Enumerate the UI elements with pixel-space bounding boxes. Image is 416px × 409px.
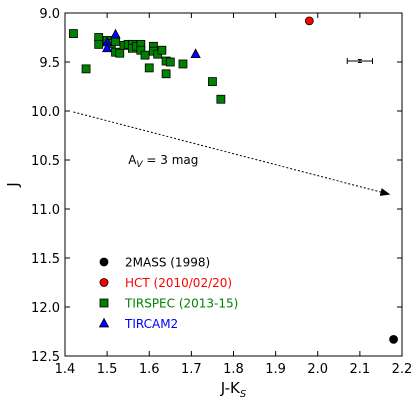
data-point-square	[208, 77, 217, 86]
legend-marker-circle	[99, 278, 109, 287]
x-axis-label: J-KS	[220, 379, 247, 400]
y-tick-label: 12.0	[31, 301, 60, 316]
legend-label: 2MASS (1998)	[125, 256, 210, 270]
data-point-circle	[389, 334, 398, 344]
legend-marker-triangle	[98, 317, 110, 328]
x-tick-label: 1.5	[97, 362, 118, 377]
reddening-vector-label: AV = 3 mag	[128, 153, 198, 170]
reddening-vector-arrow	[73, 111, 391, 196]
x-tick-label: 1.6	[139, 362, 160, 377]
data-point-square	[115, 48, 125, 58]
axis-ticks-layer: 1.4 1.5 1.6 1.7 1.8 1.9 2.0 2.1 2.2 9.0 9.5 10.0 10.…	[4, 7, 412, 400]
legend-label: TIRCAM2	[124, 317, 178, 331]
legend-marker-circle	[99, 257, 109, 267]
data-point-square	[111, 37, 120, 46]
x-tick-label: 1.9	[265, 362, 286, 377]
data-point-square	[81, 64, 91, 74]
data-point-square	[144, 63, 154, 73]
y-tick-label: 11.0	[31, 203, 60, 218]
y-tick-label: 9.0	[39, 7, 60, 22]
x-tick-label: 2.0	[307, 362, 328, 377]
data-point-circle	[304, 16, 314, 26]
annotation-layer: AV = 3 mag	[73, 58, 391, 196]
x-tick-label: 1.4	[55, 362, 76, 377]
y-tick-label: 10.0	[31, 105, 60, 120]
y-tick-label: 10.5	[31, 154, 60, 169]
data-point-triangle	[110, 28, 121, 39]
x-tick-label: 1.8	[223, 362, 244, 377]
legend-marker-square	[99, 298, 109, 308]
y-tick-label: 9.5	[39, 56, 60, 71]
data-point-square	[178, 59, 188, 69]
data-point-triangle	[190, 48, 201, 59]
legend-label: TIRSPEC (2013-15)	[124, 297, 238, 311]
data-point-square	[165, 57, 175, 67]
data-point-square	[161, 69, 171, 79]
data-point-square	[94, 39, 104, 49]
x-axis-label-subscript: S	[240, 389, 247, 400]
x-tick-label: 1.7	[181, 362, 202, 377]
data-point-square	[216, 94, 226, 104]
data-point-triangle	[101, 42, 113, 53]
y-tick-label: 11.5	[31, 252, 60, 267]
data-point-square	[140, 50, 150, 60]
data-point-square	[69, 29, 78, 38]
legend: 2MASS (1998) HCT (2010/02/20) TIRSPEC (201…	[98, 256, 238, 331]
legend-label: HCT (2010/02/20)	[125, 276, 232, 290]
x-tick-label: 2.2	[392, 362, 413, 377]
y-axis-label: J	[4, 182, 22, 187]
data-point-square	[157, 45, 167, 55]
data-points-layer	[69, 16, 398, 344]
y-tick-label: 12.5	[31, 350, 60, 365]
x-tick-label: 2.1	[350, 362, 371, 377]
